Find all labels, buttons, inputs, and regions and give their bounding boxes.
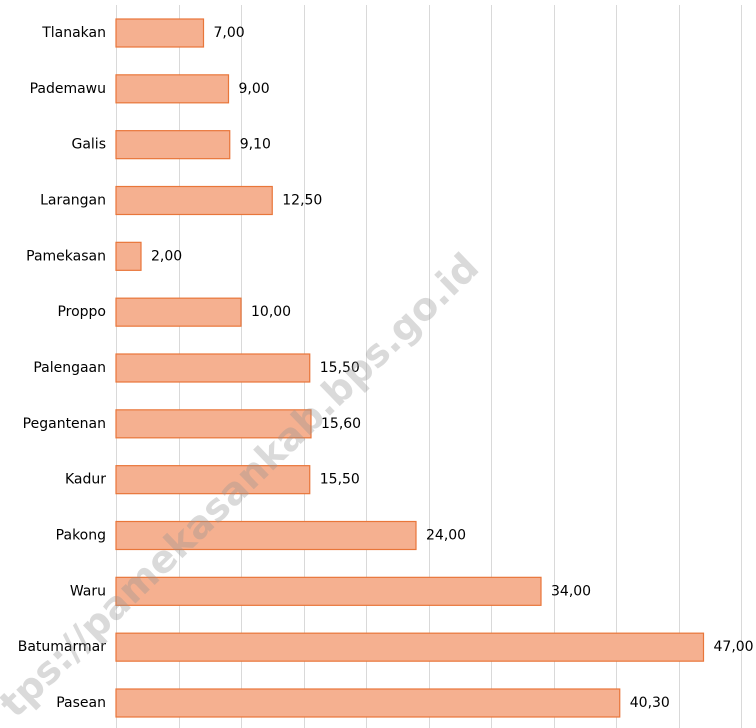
- bar: [115, 353, 311, 383]
- y-tick-label: Proppo: [57, 304, 106, 320]
- y-tick-label: Larangan: [40, 193, 106, 209]
- bar: [115, 18, 205, 48]
- data-label: 47,00: [714, 639, 754, 655]
- data-label: 15,60: [321, 416, 361, 432]
- bar: [115, 74, 230, 104]
- y-tick-label: Pademawu: [30, 81, 106, 97]
- y-tick-label: Pegantenan: [23, 416, 106, 432]
- data-label: 10,00: [251, 304, 291, 320]
- data-label: 2,00: [151, 248, 182, 264]
- data-label: 40,30: [630, 695, 670, 711]
- y-tick-label: Pasean: [56, 695, 106, 711]
- bar: [115, 409, 312, 439]
- bar: [115, 297, 242, 327]
- y-tick-label: Palengaan: [33, 360, 106, 376]
- y-tick-label: Tlanakan: [41, 25, 106, 41]
- y-tick-label: Waru: [70, 583, 106, 599]
- data-label: 9,10: [240, 137, 271, 153]
- bar: [115, 576, 542, 606]
- bar: [115, 130, 231, 160]
- y-tick-label: Pakong: [56, 528, 106, 544]
- data-label: 15,50: [320, 360, 360, 376]
- y-tick-label: Kadur: [65, 472, 106, 488]
- data-label: 15,50: [320, 472, 360, 488]
- y-tick-label: Pamekasan: [26, 248, 106, 264]
- y-tick-label: Galis: [71, 137, 106, 153]
- bar: [115, 520, 417, 551]
- bar: [115, 688, 621, 718]
- bar: [115, 465, 311, 495]
- data-label: 12,50: [282, 193, 322, 209]
- bar: [115, 632, 705, 662]
- data-label: 7,00: [214, 25, 245, 41]
- y-tick-label: Batumarmar: [18, 639, 106, 655]
- bar: [115, 241, 142, 271]
- bar: [115, 185, 273, 216]
- data-label: 24,00: [426, 528, 466, 544]
- data-label: 9,00: [239, 81, 270, 97]
- data-label: 34,00: [551, 583, 591, 599]
